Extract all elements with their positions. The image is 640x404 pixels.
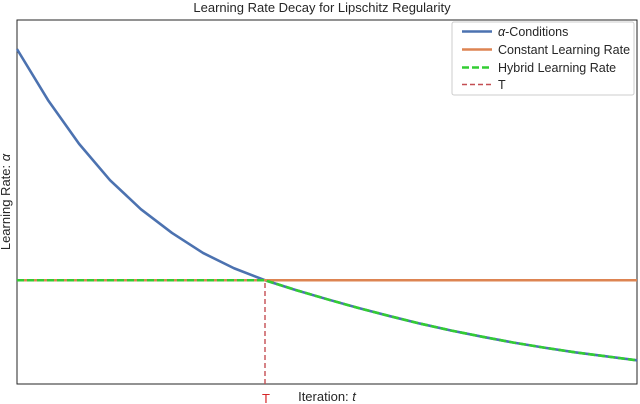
series-line-alpha-conditions: [15, 48, 638, 362]
y-axis-label: Learning Rate: α: [0, 153, 13, 250]
x-axis-label-prefix: Iteration:: [298, 389, 352, 404]
x-tick-label-T: T: [262, 391, 270, 404]
legend-label-constant: Constant Learning Rate: [498, 43, 630, 57]
legend-label-alpha-symbol: α: [498, 25, 506, 39]
legend-label-T: T: [498, 78, 506, 92]
legend-label-hybrid: Hybrid Learning Rate: [498, 61, 616, 75]
y-axis-label-prefix: Learning Rate:: [0, 161, 13, 250]
chart-title: Learning Rate Decay for Lipschitz Regula…: [193, 0, 451, 15]
series-layer: [15, 48, 638, 384]
legend: α-Conditions Constant Learning Rate Hybr…: [451, 21, 635, 96]
x-axis-label-var: t: [352, 389, 357, 404]
series-line-hybrid: [17, 278, 638, 362]
legend-label-alpha-rest: -Conditions: [505, 25, 568, 39]
plot-area: [16, 19, 638, 385]
y-axis-label-var: α: [0, 153, 13, 161]
x-axis-label: Iteration: t: [298, 389, 357, 404]
legend-label-alpha-conditions: α-Conditions: [498, 25, 568, 39]
legend-box: [451, 21, 635, 96]
